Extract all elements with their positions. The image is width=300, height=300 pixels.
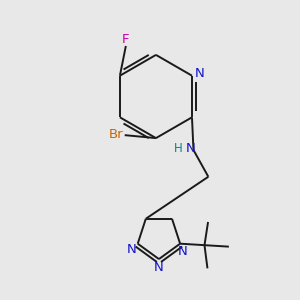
Text: N: N xyxy=(194,67,204,80)
Text: N: N xyxy=(154,261,164,274)
Text: H: H xyxy=(174,142,183,155)
Text: N: N xyxy=(186,142,195,155)
Text: N: N xyxy=(178,244,188,258)
Text: F: F xyxy=(122,33,130,46)
Text: N: N xyxy=(126,243,136,256)
Text: Br: Br xyxy=(109,128,124,141)
